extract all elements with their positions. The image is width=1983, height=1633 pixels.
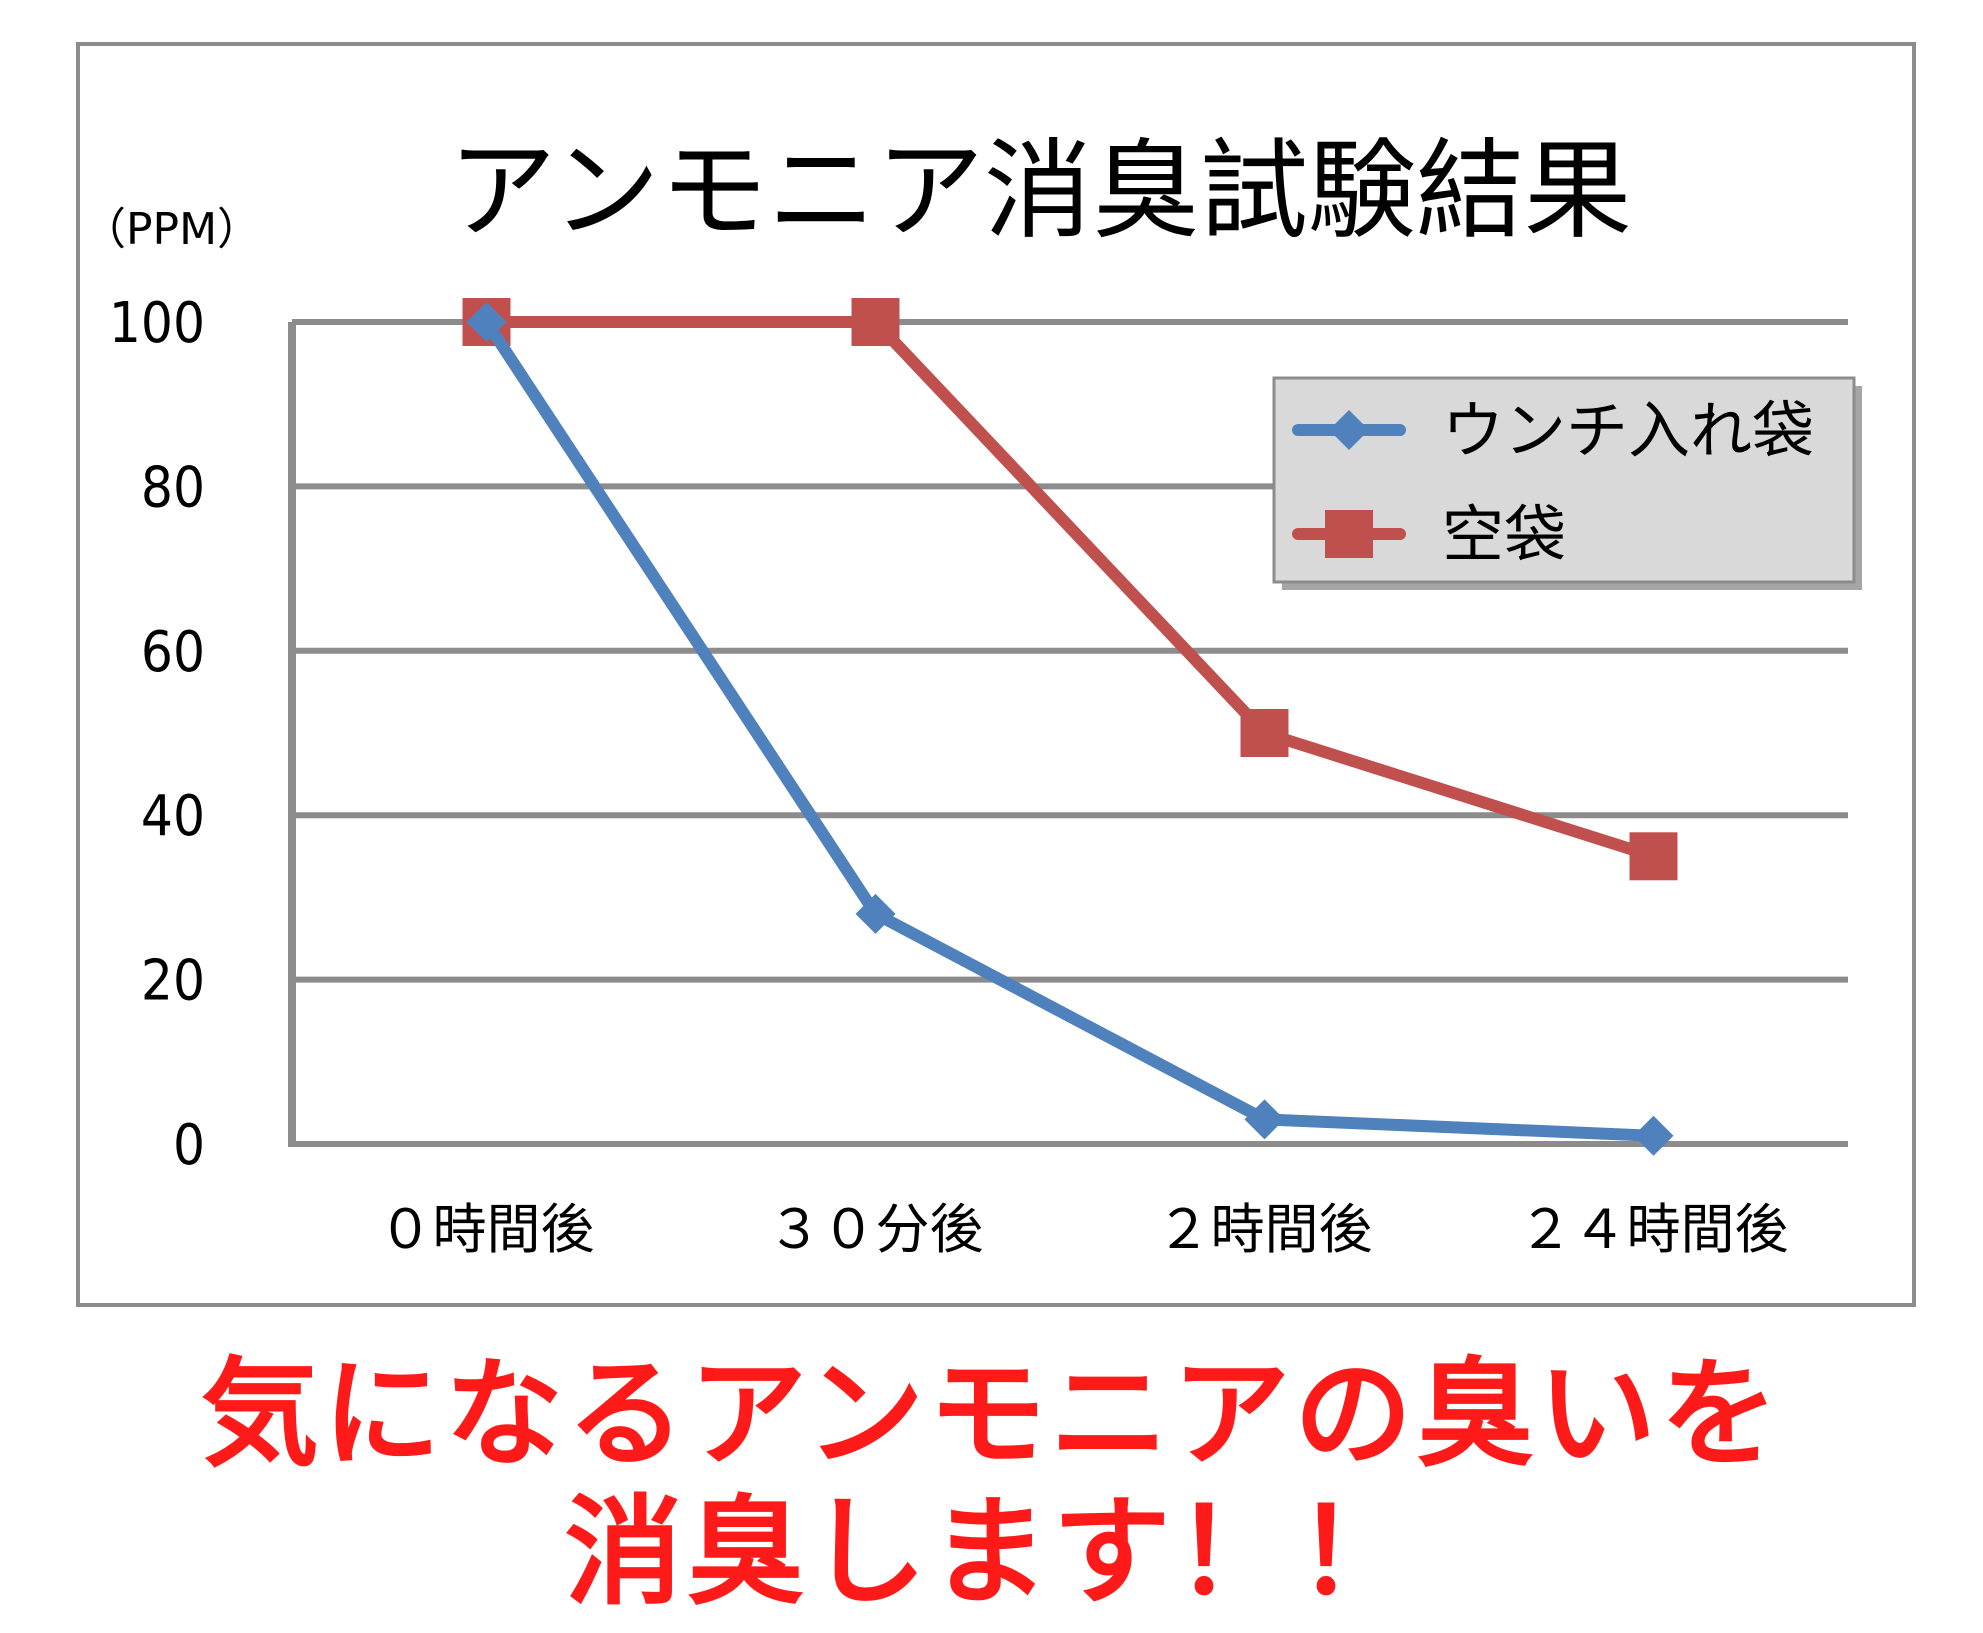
x-tick-label: ３０分後 <box>768 1198 984 1261</box>
data-point-square <box>851 298 900 346</box>
data-point-diamond <box>1633 1115 1674 1156</box>
chart-frame <box>76 42 1916 1307</box>
y-tick-label: 0 <box>173 1113 205 1178</box>
data-point-diamond <box>1244 1099 1285 1140</box>
x-tick-label: ２４時間後 <box>1519 1198 1789 1261</box>
series-line <box>480 316 1660 1142</box>
x-tick-label: ２時間後 <box>1157 1198 1373 1261</box>
series-lines <box>462 298 1678 1156</box>
slogan-line-1: 気になるアンモニアの臭いを <box>200 1345 1783 1483</box>
legend-marker-diamond <box>1329 410 1369 450</box>
legend-label: ウンチ入れ袋 <box>1442 394 1814 467</box>
grid-lines <box>288 319 1848 1147</box>
x-tick-labels: ０時間後 ３０分後 ２時間後 ２４時間後 <box>379 1198 1789 1261</box>
y-tick-label: 20 <box>141 949 205 1014</box>
y-tick-label: 40 <box>141 784 205 849</box>
y-axis-unit-label: （PPM） <box>82 204 261 255</box>
data-point-diamond <box>466 302 507 342</box>
slogan-line-2: 消臭します！！ <box>564 1483 1419 1621</box>
slogan: 気になるアンモニアの臭いを 消臭します！！ <box>0 1345 1983 1621</box>
y-tick-labels: 0 20 40 60 80 100 <box>109 291 205 1178</box>
y-tick-label: 60 <box>141 620 205 685</box>
chart-title: アンモニア消臭試験結果 <box>448 129 1632 254</box>
data-point-square <box>1629 832 1678 881</box>
data-point-square <box>1240 709 1289 757</box>
legend-marker-square <box>1325 510 1373 558</box>
series-line <box>480 316 1660 863</box>
y-tick-label: 100 <box>109 291 205 356</box>
x-tick-label: ０時間後 <box>379 1198 595 1261</box>
chart: アンモニア消臭試験結果 （PPM） 0 20 40 60 80 100 ０時間後 ３０分後 ２… <box>82 129 1862 1261</box>
data-point-diamond <box>855 893 896 934</box>
legend-label: 空袋 <box>1442 498 1566 571</box>
y-tick-label: 80 <box>141 455 205 520</box>
